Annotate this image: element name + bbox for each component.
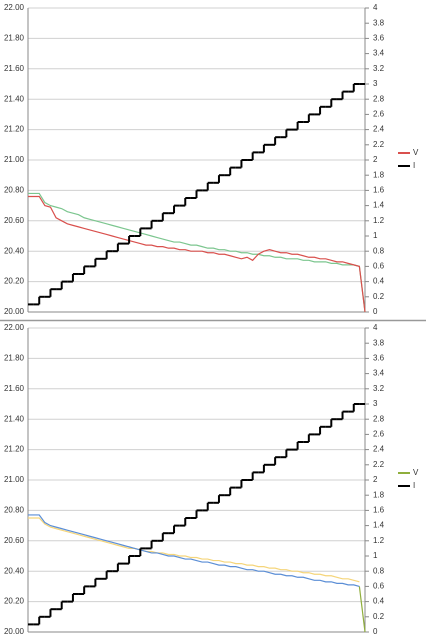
y-tick-label: 21.60 (4, 64, 25, 73)
y-tick-label: 21.00 (4, 155, 25, 164)
y2-tick-label: 3.8 (373, 18, 385, 27)
y2-tick-label: 2.6 (373, 110, 385, 119)
y2-tick-label: 1.6 (373, 186, 385, 195)
series-line (28, 195, 366, 313)
series-line (28, 517, 360, 583)
y-tick-label: 21.80 (4, 34, 25, 43)
y2-tick-label: 2.6 (373, 430, 385, 439)
y2-tick-label: 0 (373, 627, 378, 636)
y2-tick-label: 0.2 (373, 292, 385, 301)
series-line (28, 192, 366, 313)
legend-label: I (413, 481, 415, 490)
legend-label: V (413, 468, 419, 477)
y-tick-label: 20.60 (4, 536, 25, 545)
y2-tick-label: 1.2 (373, 536, 385, 545)
y2-tick-label: 1.4 (373, 201, 385, 210)
y-tick-label: 20.20 (4, 277, 25, 286)
y-tick-label: 20.80 (4, 186, 25, 195)
y2-tick-label: 3 (373, 399, 378, 408)
y2-tick-label: 3.4 (373, 49, 385, 58)
y2-tick-label: 1.8 (373, 170, 385, 179)
y-tick-label: 21.20 (4, 445, 25, 454)
y2-tick-label: 2.4 (373, 445, 385, 454)
y2-tick-label: 1 (373, 231, 378, 240)
y2-tick-label: 1.8 (373, 490, 385, 499)
y2-tick-label: 2.8 (373, 414, 385, 423)
y2-tick-label: 0.2 (373, 612, 385, 621)
series-line (358, 586, 366, 633)
y2-tick-label: 2.2 (373, 460, 385, 469)
y2-tick-label: 1 (373, 551, 378, 560)
y-tick-label: 21.60 (4, 384, 25, 393)
y-tick-label: 20.20 (4, 597, 25, 606)
y2-tick-label: 0.4 (373, 597, 385, 606)
y2-tick-label: 2.2 (373, 140, 385, 149)
y-tick-label: 20.00 (4, 307, 25, 316)
y2-tick-label: 3.2 (373, 384, 385, 393)
y-tick-label: 21.40 (4, 414, 25, 423)
y-tick-label: 20.60 (4, 216, 25, 225)
y2-tick-label: 0.6 (373, 582, 385, 591)
y2-tick-label: 0.6 (373, 262, 385, 271)
y-tick-label: 22.00 (4, 3, 25, 12)
y2-tick-label: 2 (373, 475, 378, 484)
y2-tick-label: 3.8 (373, 338, 385, 347)
y-tick-label: 21.00 (4, 475, 25, 484)
y2-tick-label: 4 (373, 3, 378, 12)
y-tick-label: 20.00 (4, 627, 25, 636)
y-tick-label: 20.40 (4, 246, 25, 255)
y2-tick-label: 2 (373, 155, 378, 164)
y2-tick-label: 1.4 (373, 521, 385, 530)
y2-tick-label: 0.8 (373, 246, 385, 255)
y2-tick-label: 1.6 (373, 506, 385, 515)
y-tick-label: 20.80 (4, 506, 25, 515)
legend-label: I (413, 161, 415, 170)
y2-tick-label: 1.2 (373, 216, 385, 225)
series-line (28, 514, 360, 587)
y2-tick-label: 3.4 (373, 369, 385, 378)
y2-tick-label: 3.6 (373, 34, 385, 43)
y2-tick-label: 3 (373, 79, 378, 88)
y2-tick-label: 2.8 (373, 94, 385, 103)
y2-tick-label: 3.2 (373, 64, 385, 73)
y-tick-label: 21.20 (4, 125, 25, 134)
y2-tick-label: 0.4 (373, 277, 385, 286)
y-tick-label: 21.80 (4, 354, 25, 363)
y-tick-label: 21.40 (4, 94, 25, 103)
y-tick-label: 20.40 (4, 566, 25, 575)
y2-tick-label: 2.4 (373, 125, 385, 134)
y2-tick-label: 0 (373, 307, 378, 316)
y2-tick-label: 0.8 (373, 566, 385, 575)
y-tick-label: 22.00 (4, 323, 25, 332)
y2-tick-label: 4 (373, 323, 378, 332)
y2-tick-label: 3.6 (373, 354, 385, 363)
legend-label: V (413, 148, 419, 157)
